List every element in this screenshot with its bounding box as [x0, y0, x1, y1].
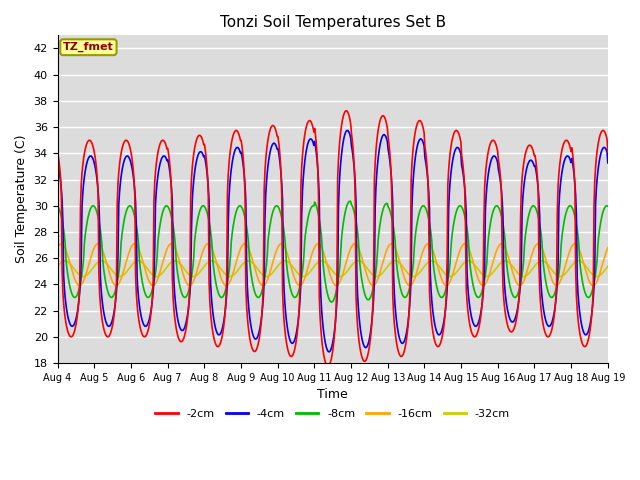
Line: -8cm: -8cm: [58, 201, 608, 302]
-16cm: [63, 252, 71, 258]
Legend: -2cm, -4cm, -8cm, -16cm, -32cm: -2cm, -4cm, -8cm, -16cm, -32cm: [151, 404, 515, 423]
-32cm: [373, 274, 381, 279]
-4cm: [401, 336, 409, 342]
Line: -2cm: -2cm: [58, 111, 608, 366]
-4cm: [604, 160, 612, 166]
-8cm: [328, 299, 335, 305]
-16cm: [497, 241, 505, 247]
-4cm: [120, 158, 128, 164]
-4cm: [205, 198, 213, 204]
-4cm: [54, 160, 61, 166]
-8cm: [417, 205, 425, 211]
-32cm: [63, 259, 71, 264]
-4cm: [176, 325, 184, 331]
-8cm: [176, 284, 184, 290]
-2cm: [401, 345, 409, 351]
-2cm: [120, 139, 128, 145]
-8cm: [401, 295, 409, 300]
-2cm: [604, 149, 612, 155]
-32cm: [401, 267, 409, 273]
-32cm: [604, 264, 612, 269]
-32cm: [54, 264, 61, 269]
-8cm: [604, 204, 612, 209]
-8cm: [54, 204, 61, 209]
-16cm: [54, 245, 61, 251]
Text: TZ_fmet: TZ_fmet: [63, 42, 114, 52]
Line: -4cm: -4cm: [58, 131, 608, 352]
-2cm: [342, 108, 350, 114]
-8cm: [120, 217, 128, 223]
X-axis label: Time: Time: [317, 388, 348, 401]
Y-axis label: Soil Temperature (C): Soil Temperature (C): [15, 135, 28, 264]
-16cm: [604, 245, 612, 251]
-8cm: [63, 270, 71, 276]
-16cm: [416, 260, 424, 265]
-8cm: [346, 198, 354, 204]
-16cm: [479, 283, 487, 288]
-4cm: [325, 349, 333, 355]
-2cm: [63, 327, 71, 333]
-32cm: [391, 258, 399, 264]
-4cm: [344, 128, 351, 133]
Line: -16cm: -16cm: [58, 244, 608, 286]
-2cm: [205, 280, 213, 286]
-32cm: [120, 272, 128, 277]
-32cm: [205, 259, 213, 264]
-4cm: [417, 136, 425, 142]
-4cm: [63, 312, 71, 317]
-8cm: [205, 218, 213, 224]
-16cm: [399, 272, 407, 278]
-32cm: [417, 268, 425, 274]
Title: Tonzi Soil Temperatures Set B: Tonzi Soil Temperatures Set B: [220, 15, 445, 30]
-16cm: [120, 266, 128, 272]
-16cm: [205, 241, 213, 247]
-2cm: [417, 119, 425, 125]
-32cm: [176, 261, 184, 266]
Line: -32cm: -32cm: [58, 261, 608, 276]
-2cm: [176, 338, 184, 344]
-2cm: [324, 363, 332, 369]
-2cm: [54, 149, 61, 155]
-16cm: [176, 260, 184, 266]
